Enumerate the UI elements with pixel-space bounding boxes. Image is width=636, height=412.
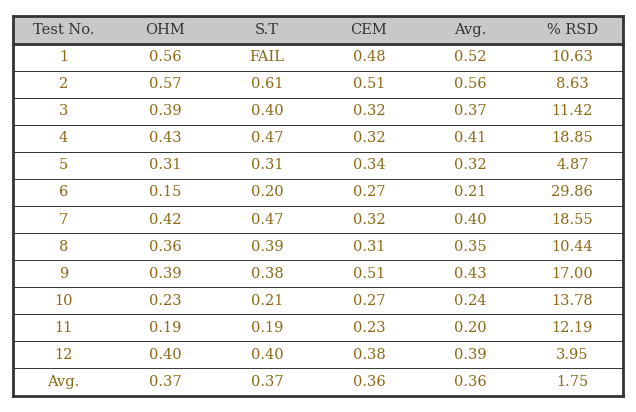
Text: 0.57: 0.57 — [149, 77, 182, 91]
Text: 0.61: 0.61 — [251, 77, 284, 91]
Text: 0.37: 0.37 — [149, 375, 182, 389]
Text: 0.39: 0.39 — [454, 348, 487, 362]
Text: FAIL: FAIL — [249, 50, 285, 64]
Text: 0.21: 0.21 — [455, 185, 487, 199]
Text: 13.78: 13.78 — [551, 294, 593, 308]
Text: % RSD: % RSD — [547, 23, 598, 37]
Text: 0.40: 0.40 — [454, 213, 487, 227]
Text: Avg.: Avg. — [455, 23, 487, 37]
Text: 0.39: 0.39 — [149, 104, 182, 118]
Text: 10: 10 — [54, 294, 73, 308]
Text: 0.47: 0.47 — [251, 213, 284, 227]
Text: 0.32: 0.32 — [352, 131, 385, 145]
Text: 0.32: 0.32 — [352, 104, 385, 118]
Text: 1.75: 1.75 — [556, 375, 588, 389]
Text: 0.40: 0.40 — [149, 348, 182, 362]
Text: 0.39: 0.39 — [149, 267, 182, 281]
Text: 0.41: 0.41 — [455, 131, 487, 145]
Text: 0.32: 0.32 — [454, 158, 487, 172]
Text: 0.24: 0.24 — [454, 294, 487, 308]
Text: 0.47: 0.47 — [251, 131, 284, 145]
Text: 8.63: 8.63 — [556, 77, 589, 91]
Text: 10.63: 10.63 — [551, 50, 593, 64]
Text: 0.21: 0.21 — [251, 294, 283, 308]
Text: Avg.: Avg. — [48, 375, 80, 389]
Text: 4.87: 4.87 — [556, 158, 589, 172]
Text: 7: 7 — [59, 213, 68, 227]
Text: 0.48: 0.48 — [352, 50, 385, 64]
Text: 12: 12 — [55, 348, 73, 362]
Text: 0.27: 0.27 — [352, 185, 385, 199]
Text: 0.36: 0.36 — [352, 375, 385, 389]
Text: 0.15: 0.15 — [149, 185, 181, 199]
Text: 2: 2 — [59, 77, 68, 91]
Text: 0.36: 0.36 — [149, 240, 182, 254]
Text: 0.43: 0.43 — [454, 267, 487, 281]
Text: 0.36: 0.36 — [454, 375, 487, 389]
Text: 29.86: 29.86 — [551, 185, 593, 199]
Text: 0.35: 0.35 — [454, 240, 487, 254]
Text: 0.31: 0.31 — [251, 158, 284, 172]
Text: 0.37: 0.37 — [251, 375, 284, 389]
Text: 3.95: 3.95 — [556, 348, 589, 362]
Text: 1: 1 — [59, 50, 68, 64]
Text: 18.55: 18.55 — [551, 213, 593, 227]
Text: 0.52: 0.52 — [454, 50, 487, 64]
Text: 3: 3 — [59, 104, 68, 118]
Bar — [13, 16, 623, 44]
Text: 0.40: 0.40 — [251, 348, 284, 362]
Text: 0.20: 0.20 — [251, 185, 284, 199]
Text: 0.19: 0.19 — [149, 321, 181, 335]
Text: 0.20: 0.20 — [454, 321, 487, 335]
Text: 10.44: 10.44 — [551, 240, 593, 254]
Text: 0.56: 0.56 — [454, 77, 487, 91]
Text: 0.23: 0.23 — [149, 294, 182, 308]
Text: 0.42: 0.42 — [149, 213, 182, 227]
Text: 4: 4 — [59, 131, 68, 145]
Text: 0.39: 0.39 — [251, 240, 284, 254]
Text: 0.27: 0.27 — [352, 294, 385, 308]
Text: 18.85: 18.85 — [551, 131, 593, 145]
Text: 8: 8 — [59, 240, 68, 254]
Text: 0.38: 0.38 — [352, 348, 385, 362]
Text: 0.32: 0.32 — [352, 213, 385, 227]
Text: 11.42: 11.42 — [551, 104, 593, 118]
Text: OHM: OHM — [146, 23, 185, 37]
Text: 0.23: 0.23 — [352, 321, 385, 335]
Text: 9: 9 — [59, 267, 68, 281]
Text: 0.31: 0.31 — [352, 240, 385, 254]
Text: 0.38: 0.38 — [251, 267, 284, 281]
Text: 0.43: 0.43 — [149, 131, 182, 145]
Text: 0.19: 0.19 — [251, 321, 283, 335]
Text: 0.37: 0.37 — [454, 104, 487, 118]
Text: 6: 6 — [59, 185, 68, 199]
Text: 0.31: 0.31 — [149, 158, 182, 172]
Text: Test No.: Test No. — [33, 23, 94, 37]
Text: 0.51: 0.51 — [353, 267, 385, 281]
Text: S.T: S.T — [255, 23, 279, 37]
Text: 12.19: 12.19 — [551, 321, 593, 335]
Text: 5: 5 — [59, 158, 68, 172]
Text: CEM: CEM — [350, 23, 387, 37]
Text: 11: 11 — [55, 321, 73, 335]
Text: 17.00: 17.00 — [551, 267, 593, 281]
Text: 0.34: 0.34 — [352, 158, 385, 172]
Text: 0.56: 0.56 — [149, 50, 182, 64]
Text: 0.51: 0.51 — [353, 77, 385, 91]
Text: 0.40: 0.40 — [251, 104, 284, 118]
